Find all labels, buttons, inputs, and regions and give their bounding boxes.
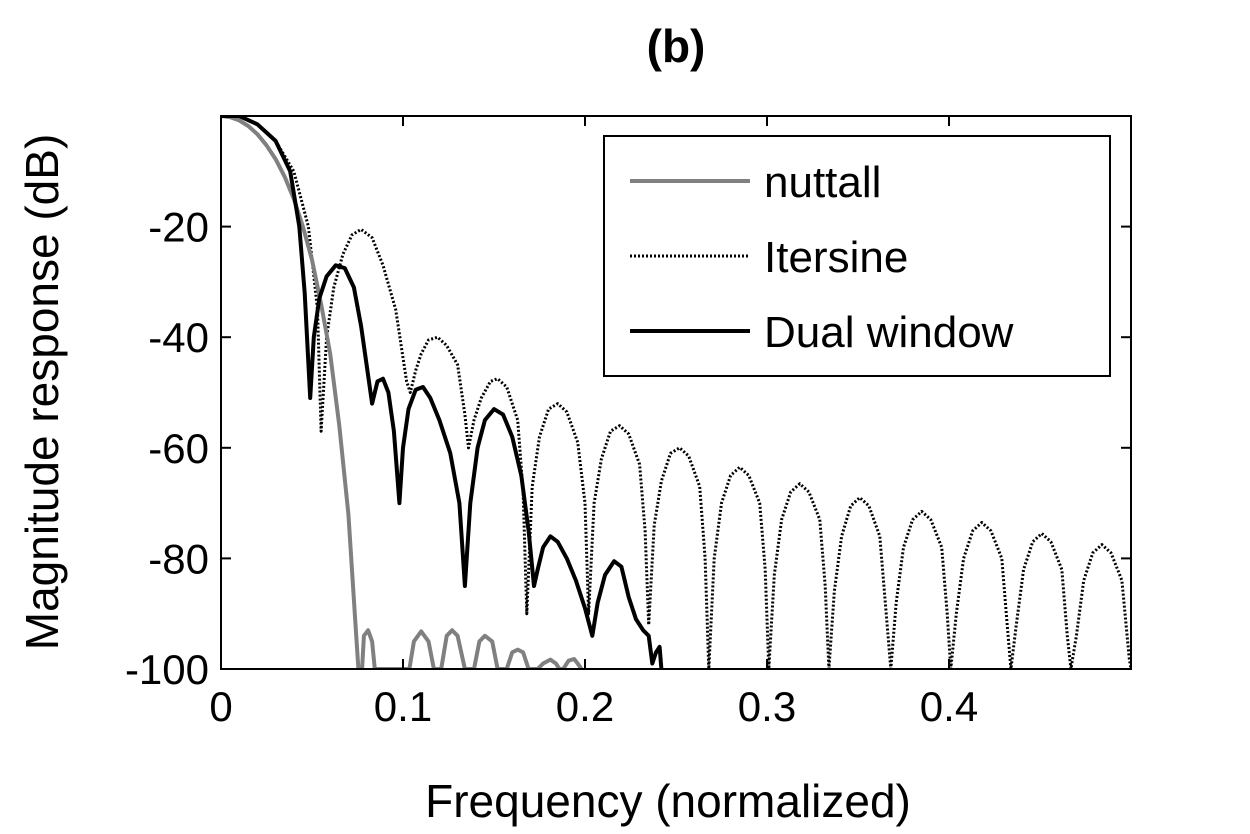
y-tick-label: -100 [125,646,209,693]
y-axis-label: Magnitude response (dB) [16,134,68,651]
x-tick-label: 0.3 [738,683,796,730]
legend: nuttall Itersine Dual window [603,135,1111,377]
legend-label-dual-window: Dual window [764,308,1014,357]
legend-label-nuttall: nuttall [764,158,881,207]
legend-label-itersine: Itersine [764,233,908,282]
x-tick-label: 0.1 [374,683,432,730]
y-tick-label: -40 [148,314,209,361]
y-tick-label: -20 [148,204,209,251]
tick-layer: 0 0.1 0.2 0.3 0.4 -20 -40 -60 -80 -100 [125,116,1131,730]
series-layer [221,116,1131,669]
y-tick-label: -80 [148,535,209,582]
series-line-dual-window [221,116,664,669]
x-tick-label: 0.2 [556,683,614,730]
x-axis-label: Frequency (normalized) [425,775,911,827]
chart-title: (b) [647,20,706,72]
legend-box [603,135,1111,377]
x-tick-label: 0 [209,683,232,730]
x-tick-label: 0.4 [920,683,978,730]
plot-frame [220,115,1132,670]
y-tick-label: -60 [148,425,209,472]
